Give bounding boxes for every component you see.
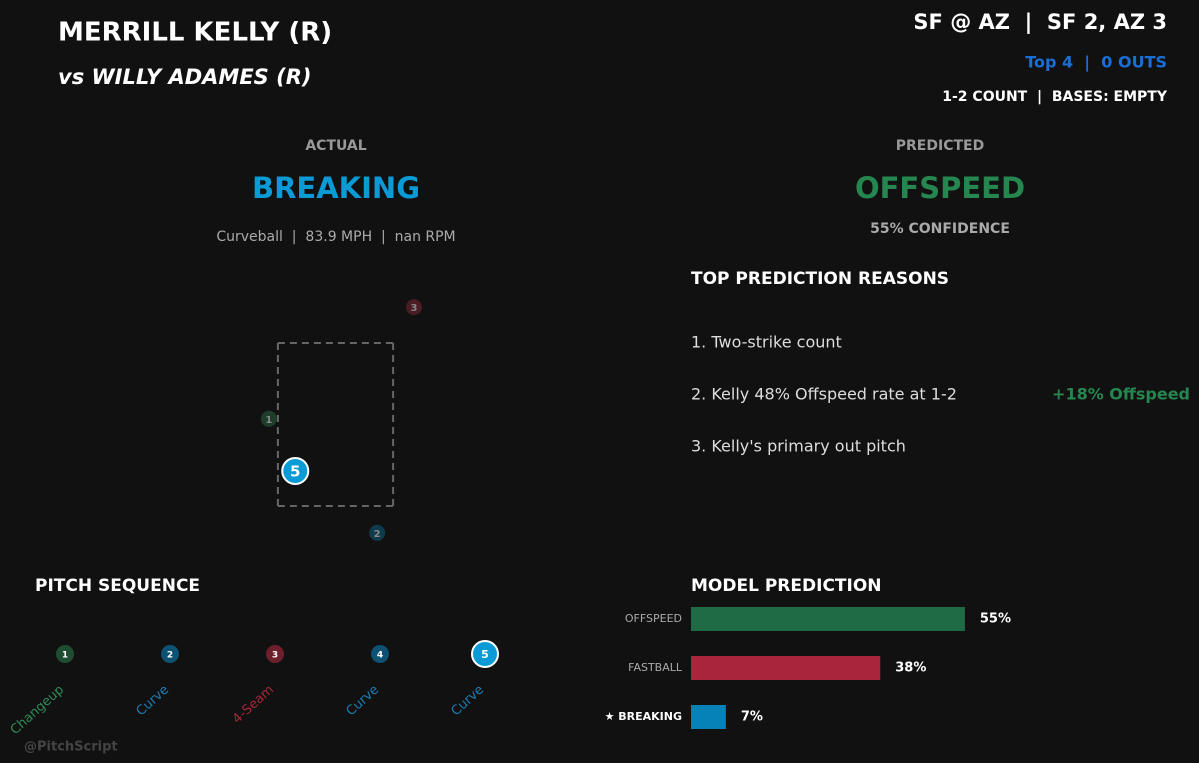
reasons-title: TOP PREDICTION REASONS: [691, 269, 949, 289]
pitch-location-label: 1: [265, 415, 272, 426]
sequence-number: 1: [62, 651, 68, 661]
reason: 2. Kelly 48% Offspeed rate at 1-2: [691, 385, 957, 404]
sequence-number: 3: [272, 651, 278, 661]
count: 1-2 COUNT | BASES: EMPTY: [942, 89, 1168, 105]
bar: [691, 607, 965, 631]
bar-value: 55%: [980, 612, 1011, 627]
sequence-pitch: [266, 645, 284, 663]
confidence: 55% CONFIDENCE: [870, 221, 1010, 237]
sequence-pitch: [161, 645, 179, 663]
watermark: @PitchScript: [24, 740, 118, 755]
inning: Top 4 | 0 OUTS: [1025, 53, 1167, 73]
reason: 1. Two-strike count: [691, 333, 842, 352]
actual-type: BREAKING: [252, 171, 420, 205]
bar-category: OFFSPEED: [625, 612, 682, 625]
predicted-label: PREDICTED: [896, 138, 984, 154]
reason: 3. Kelly's primary out pitch: [691, 437, 906, 456]
bar: [691, 705, 726, 729]
pitch-location-label: 2: [374, 529, 381, 540]
reason-impact: +18% Offspeed: [1052, 385, 1190, 404]
pitch-location-label: 5: [290, 462, 300, 480]
actual-details: Curveball | 83.9 MPH | nan RPM: [216, 229, 455, 245]
actual-label: ACTUAL: [305, 138, 366, 154]
bar-category: FASTBALL: [628, 661, 683, 674]
matchup: SF @ AZ | SF 2, AZ 3: [913, 10, 1167, 35]
pitch-location: [369, 524, 386, 541]
pitch-location: [260, 410, 277, 427]
pitch-location-label: 3: [410, 303, 417, 314]
batter: vs WILLY ADAMES (R): [58, 65, 311, 89]
sequence-pitch: [56, 645, 74, 663]
predicted-type: OFFSPEED: [855, 171, 1025, 205]
bar-value: 7%: [741, 710, 763, 725]
sequence-number: 4: [377, 651, 383, 661]
sequence-number: 5: [481, 648, 489, 661]
chart-title: MODEL PREDICTION: [691, 576, 882, 596]
pitch-location: [281, 456, 310, 485]
sequence-pitch: [371, 645, 389, 663]
sequence-title: PITCH SEQUENCE: [35, 576, 200, 596]
bar-category: ★ BREAKING: [605, 710, 682, 723]
sequence-number: 2: [167, 651, 173, 661]
bar: [691, 656, 881, 680]
bar-value: 38%: [895, 661, 926, 676]
pitcher: MERRILL KELLY (R): [58, 18, 332, 48]
pitch-location: [405, 299, 422, 316]
sequence-pitch: [471, 640, 499, 668]
